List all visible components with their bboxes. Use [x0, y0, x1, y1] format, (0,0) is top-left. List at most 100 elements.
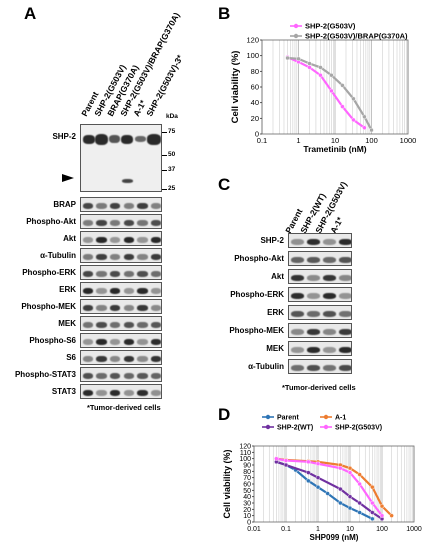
- y-tick-label: 60: [243, 482, 251, 489]
- blot-band: [137, 304, 148, 311]
- blot-band: [150, 287, 161, 294]
- blot-band: [290, 346, 304, 353]
- kda-tick: [162, 155, 167, 156]
- blot-band: [123, 338, 135, 345]
- blot-band: [82, 372, 94, 379]
- blot-strip: [288, 341, 352, 356]
- kda-tick: [162, 170, 167, 171]
- blot-band: [96, 372, 107, 379]
- blot-band: [150, 304, 161, 311]
- data-point: [315, 484, 321, 490]
- blot-band: [137, 321, 148, 328]
- y-axis-label: Cell viability (%): [230, 51, 241, 124]
- blot-strip: [288, 287, 352, 302]
- blot-band: [150, 202, 161, 209]
- data-point: [379, 503, 385, 509]
- blot-band: [150, 355, 161, 362]
- legend-label: Parent: [277, 415, 299, 422]
- data-point: [370, 484, 375, 490]
- blot-band: [137, 287, 148, 294]
- blot-band: [150, 270, 161, 277]
- blot-strip: [288, 359, 352, 374]
- blot-row-label: Akt: [63, 233, 76, 243]
- data-point: [306, 470, 311, 475]
- x-tick-label: 0.01: [247, 526, 261, 533]
- data-point: [340, 83, 345, 88]
- blot-band: [306, 310, 320, 317]
- blot-band: [290, 364, 304, 371]
- blot-band: [82, 219, 94, 226]
- blot-band: [322, 328, 336, 335]
- blot-band: [82, 338, 94, 345]
- legend-label: SHP-2(G503V)/BRAP(G370A): [305, 32, 408, 41]
- blot-band: [96, 355, 107, 362]
- data-point: [379, 513, 385, 518]
- legend-marker: [323, 414, 329, 420]
- legend-marker: [293, 23, 299, 29]
- blot-band: [96, 270, 107, 277]
- blot-band: [306, 346, 320, 353]
- blot-row-label: BRAP: [53, 199, 76, 209]
- blot-band: [137, 270, 148, 277]
- data-point: [285, 55, 290, 61]
- blot-strip: [80, 316, 162, 331]
- blot-band: [82, 355, 94, 362]
- legend-label: A-1: [335, 415, 346, 422]
- x-tick-label: 10: [331, 136, 339, 145]
- panel-c-letter: C: [218, 175, 231, 194]
- blot-band: [96, 304, 107, 311]
- blot-band: [109, 202, 121, 209]
- y-tick-label: 60: [251, 83, 259, 92]
- kda-marker: 25: [168, 185, 176, 192]
- x-tick-label: 1000: [400, 136, 417, 145]
- blot-row-label: α-Tubulin: [40, 250, 76, 260]
- blot-band: [338, 310, 351, 317]
- blot-band: [96, 287, 107, 294]
- blot-band: [96, 219, 107, 226]
- blot-band: [322, 364, 336, 371]
- blot-strip: [80, 282, 162, 297]
- blot-band: [322, 256, 336, 263]
- blot-band: [82, 287, 94, 294]
- legend-label: SHP-2(G503V): [335, 425, 382, 432]
- x-tick-label: 1: [296, 136, 300, 145]
- y-tick-label: 90: [243, 463, 251, 470]
- panel-b-chart: 0 20 40 60 80 100 120 0.1 1 10 100 1000 Trametinib (…: [230, 22, 417, 155]
- blot-band: [137, 355, 148, 362]
- blot-band: [290, 292, 304, 299]
- series-line: [276, 460, 373, 520]
- data-point: [329, 88, 334, 94]
- blot-row-label: S6: [66, 352, 76, 362]
- kda-marker: 37: [168, 166, 176, 173]
- data-point: [357, 500, 362, 506]
- x-tick-label: 0.1: [281, 526, 291, 533]
- blot-band: [338, 292, 351, 299]
- x-tick-label: 1000: [406, 526, 422, 533]
- blot-band: [109, 287, 121, 294]
- blot-band: [137, 389, 148, 396]
- data-point: [306, 478, 311, 484]
- blot-band: [96, 389, 107, 396]
- y-tick-label: 80: [251, 67, 259, 76]
- blot-band: [150, 372, 161, 379]
- blot-band: [150, 389, 161, 396]
- blot-row-label: Phospho-Akt: [234, 253, 284, 263]
- x-tick-label: 1: [316, 526, 320, 533]
- blot-band: [150, 219, 161, 226]
- blot-band: [109, 389, 121, 396]
- blot-band: [322, 310, 336, 317]
- data-point: [315, 461, 321, 466]
- y-tick-label: 100: [239, 456, 251, 463]
- blot-band: [290, 328, 304, 335]
- blot-strip: [288, 305, 352, 320]
- blot-band: [338, 238, 351, 245]
- blot-strip: [80, 231, 162, 246]
- blot-band: [82, 236, 94, 243]
- data-point: [362, 114, 367, 119]
- y-tick-label: 20: [251, 114, 259, 123]
- legend-marker: [323, 424, 329, 430]
- blot-band: [123, 304, 135, 311]
- blot-strip: [80, 333, 162, 348]
- blot-band: [123, 372, 135, 379]
- kda-tick: [162, 132, 167, 133]
